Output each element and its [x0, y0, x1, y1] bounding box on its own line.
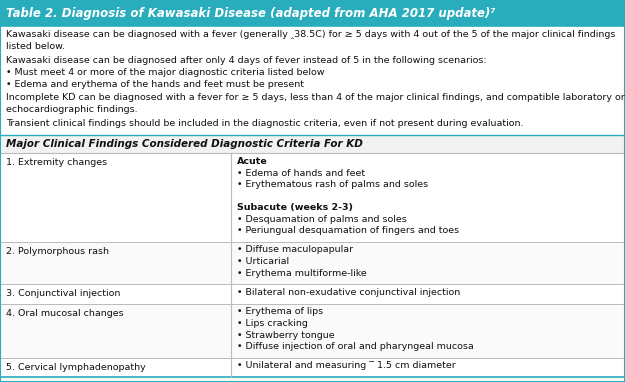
Text: Incomplete KD can be diagnosed with a fever for ≥ 5 days, less than 4 of the maj: Incomplete KD can be diagnosed with a fe… — [6, 94, 625, 114]
Text: • Erythema of lips: • Erythema of lips — [237, 308, 323, 317]
Bar — [0, 241, 625, 284]
Text: • Strawberry tongue: • Strawberry tongue — [237, 330, 334, 340]
Text: Transient clinical findings should be included in the diagnostic criteria, even : Transient clinical findings should be in… — [6, 120, 524, 128]
Text: Major Clinical Findings Considered Diagnostic Criteria For KD: Major Clinical Findings Considered Diagn… — [6, 139, 363, 149]
Text: • Diffuse injection of oral and pharyngeal mucosa: • Diffuse injection of oral and pharynge… — [237, 342, 474, 351]
Text: • Bilateral non-exudative conjunctival injection: • Bilateral non-exudative conjunctival i… — [237, 288, 460, 297]
Text: 4. Oral mucosal changes: 4. Oral mucosal changes — [6, 309, 124, 317]
Text: 2. Polymorphous rash: 2. Polymorphous rash — [6, 246, 109, 256]
Text: • Erythematous rash of palms and soles: • Erythematous rash of palms and soles — [237, 180, 428, 189]
Text: Kawasaki disease can be diagnosed with a fever (generally ‸38.5C) for ≥ 5 days w: Kawasaki disease can be diagnosed with a… — [6, 30, 616, 51]
Text: • Lips cracking: • Lips cracking — [237, 319, 308, 328]
Text: Acute: Acute — [237, 157, 268, 166]
Bar — [0, 0, 625, 26]
Text: • Unilateral and measuring ‾ 1.5 cm diameter: • Unilateral and measuring ‾ 1.5 cm diam… — [237, 361, 456, 371]
Bar — [0, 135, 625, 153]
Bar — [0, 153, 625, 241]
Text: 5. Cervical lymphadenopathy: 5. Cervical lymphadenopathy — [6, 363, 146, 372]
Text: Subacute (weeks 2-3): Subacute (weeks 2-3) — [237, 203, 353, 212]
Text: • Diffuse maculopapular: • Diffuse maculopapular — [237, 246, 353, 254]
Text: • Periungual desquamation of fingers and toes: • Periungual desquamation of fingers and… — [237, 226, 459, 235]
Bar — [0, 358, 625, 377]
Text: Kawasaki disease can be diagnosed after only 4 days of fever instead of 5 in the: Kawasaki disease can be diagnosed after … — [6, 56, 487, 89]
Bar — [0, 304, 625, 358]
Text: • Desquamation of palms and soles: • Desquamation of palms and soles — [237, 215, 407, 223]
Text: • Urticarial: • Urticarial — [237, 257, 289, 266]
Text: Table 2. Diagnosis of Kawasaki Disease (adapted from AHA 2017 update)⁷: Table 2. Diagnosis of Kawasaki Disease (… — [6, 6, 496, 19]
Text: • Edema of hands and feet: • Edema of hands and feet — [237, 168, 365, 178]
Text: 1. Extremity changes: 1. Extremity changes — [6, 158, 107, 167]
Bar — [0, 284, 625, 304]
Text: 3. Conjunctival injection: 3. Conjunctival injection — [6, 289, 121, 298]
Text: • Erythema multiforme-like: • Erythema multiforme-like — [237, 269, 367, 277]
